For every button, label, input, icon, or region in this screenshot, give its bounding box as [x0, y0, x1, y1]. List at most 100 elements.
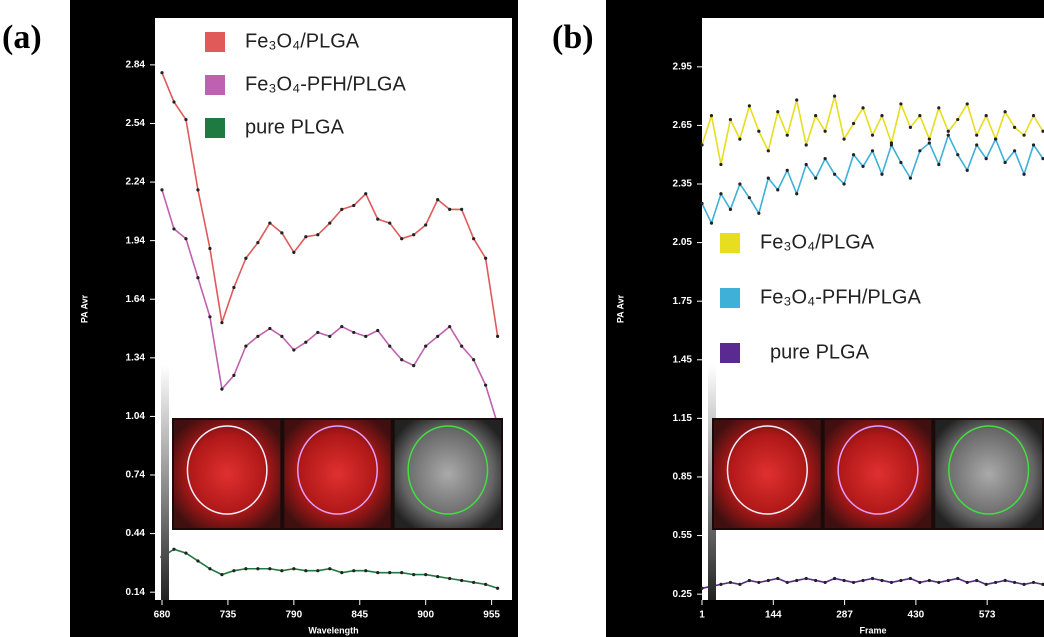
data-point	[747, 104, 751, 108]
data-point	[196, 559, 200, 563]
data-point	[1031, 143, 1036, 147]
data-point	[160, 188, 164, 192]
roi-outline	[948, 425, 1030, 515]
data-point	[927, 141, 931, 145]
data-point	[747, 196, 751, 200]
legend-label: Fe₃O₄/PLGA	[760, 231, 875, 253]
data-point	[184, 237, 188, 241]
y-tick-label: 0.44	[126, 528, 146, 539]
data-point	[184, 117, 188, 122]
data-point	[244, 256, 248, 260]
data-point	[728, 580, 733, 585]
data-point	[340, 324, 344, 329]
data-point	[728, 117, 733, 122]
data-point	[709, 221, 714, 225]
x-tick-label: 573	[979, 610, 996, 621]
data-point	[795, 578, 799, 583]
roi-outline	[186, 425, 268, 515]
data-point	[172, 227, 176, 231]
panel-label: (a)	[2, 19, 42, 56]
y-tick-label: 1.64	[126, 294, 146, 305]
data-point	[1031, 580, 1036, 585]
data-point	[1041, 582, 1044, 586]
data-point	[833, 576, 837, 581]
data-point	[424, 344, 428, 348]
data-point	[208, 246, 212, 251]
data-point	[842, 182, 846, 186]
data-point	[918, 580, 922, 585]
data-point	[776, 188, 780, 192]
data-point	[956, 576, 960, 581]
data-point	[956, 117, 960, 122]
data-point	[757, 129, 761, 133]
data-point	[412, 233, 416, 237]
x-tick-label: 144	[765, 610, 782, 621]
data-point	[220, 387, 224, 391]
y-tick-label: 0.14	[126, 587, 146, 598]
data-point	[908, 176, 912, 180]
data-point	[728, 207, 733, 211]
data-point	[268, 567, 272, 571]
data-point	[700, 201, 704, 206]
data-point	[472, 580, 476, 585]
data-point	[965, 102, 969, 106]
data-point	[436, 574, 440, 579]
legend-label: pure PLGA	[245, 116, 345, 138]
data-point	[172, 547, 176, 551]
data-point	[804, 162, 808, 167]
data-point	[388, 571, 392, 575]
y-tick-label: 1.75	[673, 296, 693, 307]
data-point	[268, 221, 272, 225]
data-point	[448, 576, 452, 581]
data-point	[814, 114, 818, 118]
data-point	[400, 237, 404, 241]
legend-swatch	[720, 288, 740, 308]
data-point	[946, 133, 950, 137]
data-point	[984, 157, 988, 161]
data-point	[364, 569, 368, 573]
data-point	[1012, 125, 1017, 129]
legend-label: Fe₃O₄-PFH/PLGA	[760, 286, 921, 308]
data-point	[776, 110, 780, 114]
data-point	[328, 334, 332, 338]
legend-swatch	[205, 118, 225, 138]
data-point	[424, 223, 428, 227]
data-point	[880, 578, 884, 583]
x-tick-label: 790	[285, 610, 302, 621]
inset-tile	[824, 420, 932, 528]
y-tick-label: 1.04	[126, 411, 146, 422]
data-point	[870, 576, 875, 581]
y-tick-label: 2.05	[673, 237, 693, 248]
y-tick-label: 2.65	[673, 120, 693, 131]
data-point	[304, 340, 308, 344]
legend-label: Fe₃O₄/PLGA	[245, 30, 360, 52]
data-point	[908, 125, 912, 129]
roi-outline	[726, 425, 808, 515]
data-point	[496, 334, 500, 338]
data-point	[842, 578, 846, 583]
data-point	[823, 580, 827, 585]
data-point	[1031, 114, 1036, 118]
data-point	[256, 567, 260, 571]
y-tick-label: 1.34	[126, 352, 146, 363]
data-point	[785, 168, 789, 172]
x-tick-label: 845	[351, 610, 368, 621]
y-tick-label: 2.35	[673, 179, 693, 190]
data-point	[160, 71, 164, 75]
data-point	[364, 192, 368, 196]
data-point	[1003, 578, 1007, 583]
data-point	[766, 149, 770, 153]
data-point	[436, 334, 440, 338]
data-point	[196, 188, 200, 192]
data-point	[908, 576, 912, 581]
data-point	[328, 567, 332, 571]
data-point	[316, 569, 320, 573]
y-tick-label: 1.45	[673, 354, 693, 365]
x-tick-label: 287	[836, 610, 853, 621]
data-point	[870, 133, 875, 137]
data-point	[1022, 582, 1026, 586]
data-point	[975, 578, 979, 583]
data-point	[244, 344, 248, 348]
data-point	[795, 192, 799, 196]
